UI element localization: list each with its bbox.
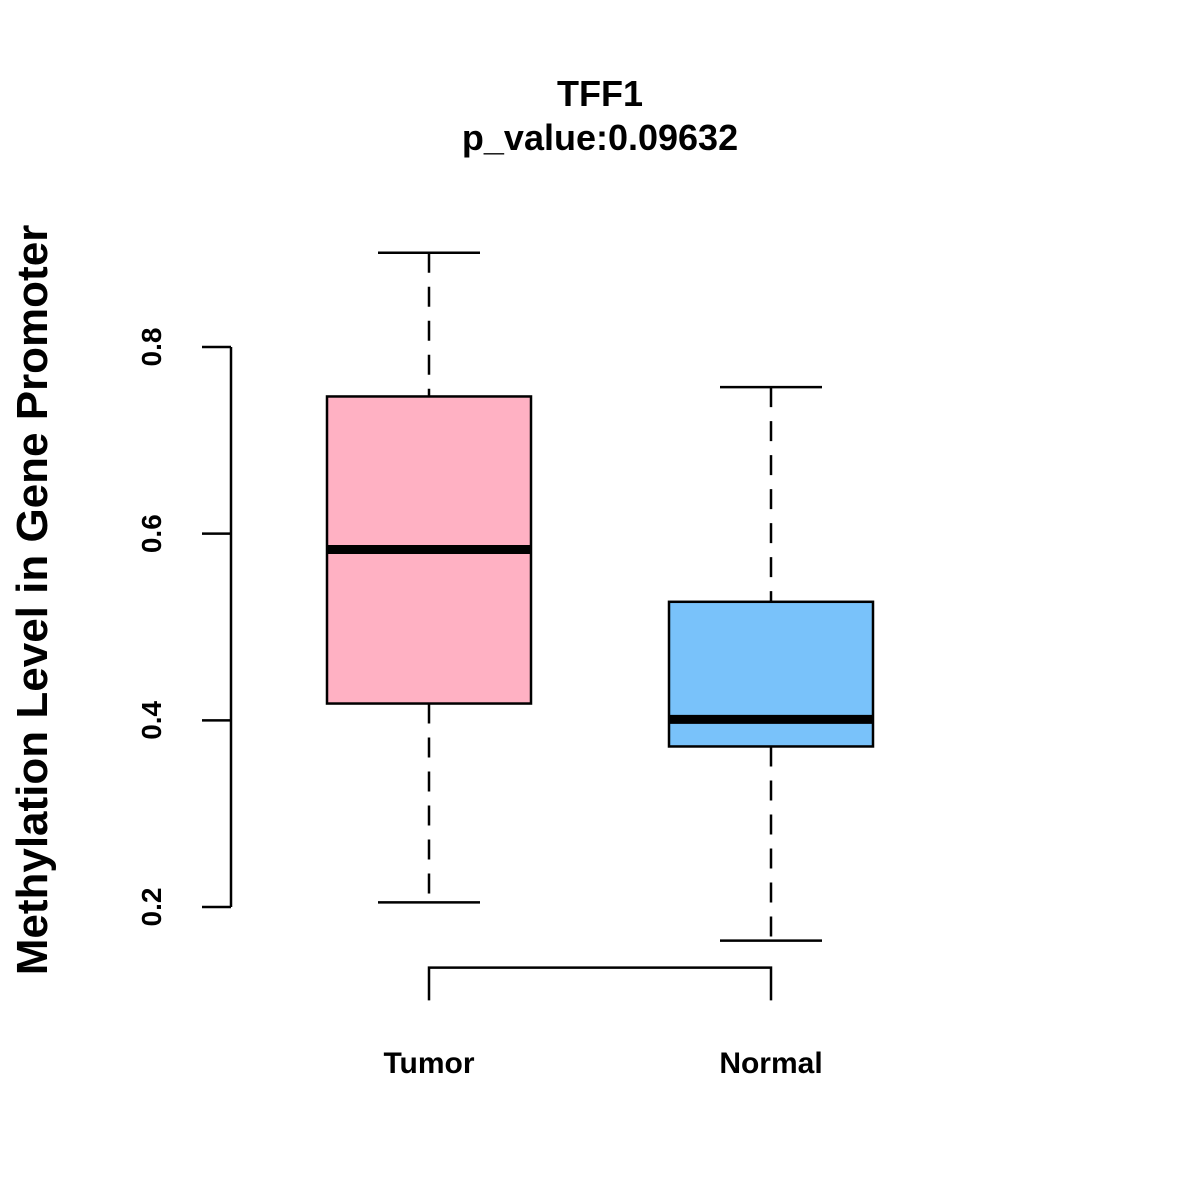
y-tick-label: 0.2 (136, 888, 167, 927)
y-tick-label: 0.4 (136, 700, 167, 739)
bracket-line (427, 966, 773, 1001)
box-normal (667, 385, 875, 942)
y-tick-label: 0.8 (136, 328, 167, 367)
box-group (325, 251, 875, 942)
box-tumor (325, 251, 533, 904)
y-axis-label: Methylation Level in Gene Promoter (8, 225, 57, 976)
chart-subtitle: p_value:0.09632 (462, 117, 738, 158)
y-axis: 0.2 0.4 0.6 0.8 (136, 328, 233, 927)
x-axis-labels: Tumor Normal (383, 1047, 822, 1080)
chart-title: TFF1 (557, 73, 643, 114)
iqr-box (667, 600, 875, 748)
y-tick-label: 0.6 (136, 514, 167, 553)
comparison-bracket (427, 966, 773, 1001)
x-tick-label-normal: Normal (719, 1047, 822, 1080)
x-tick-label-tumor: Tumor (383, 1047, 474, 1080)
